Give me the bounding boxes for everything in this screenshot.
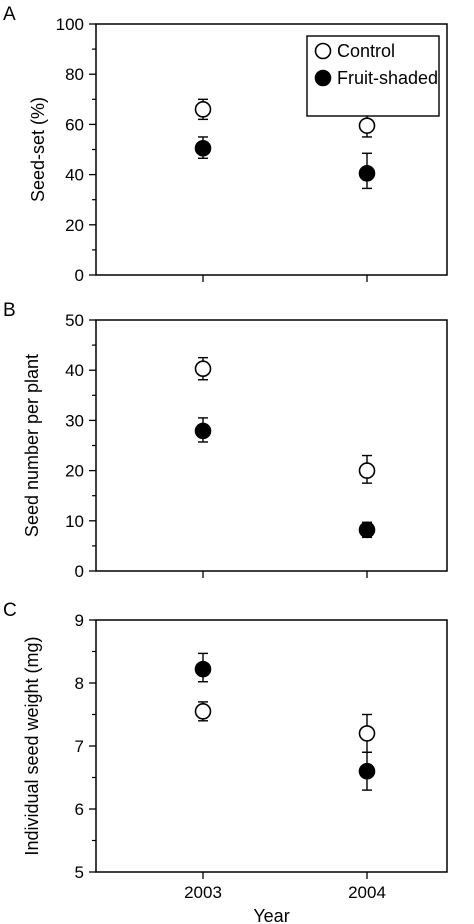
y-tick-label: 30	[65, 411, 84, 430]
y-tick-label: 100	[56, 15, 84, 34]
data-point-fruit-shaded	[358, 521, 376, 539]
plot-frame	[95, 619, 448, 873]
panel-letter: A	[3, 4, 16, 25]
y-axis-title: Individual seed weight (mg)	[22, 636, 42, 855]
y-tick-label: 10	[65, 512, 84, 531]
y-tick-label: 50	[65, 311, 84, 330]
plot-frame	[95, 319, 448, 572]
x-axis-title: Year	[253, 906, 289, 924]
y-tick-label: 20	[65, 216, 84, 235]
data-point-control	[194, 101, 212, 118]
y-tick-label: 7	[75, 737, 84, 756]
x-tick-label: 2003	[184, 883, 222, 902]
legend-marker-open	[314, 42, 332, 60]
data-point-fruit-shaded	[358, 762, 376, 780]
data-point-fruit-shaded	[194, 139, 212, 157]
y-tick-label: 8	[75, 674, 84, 693]
legend-label: Fruit-shaded	[337, 68, 438, 88]
data-point-fruit-shaded	[194, 422, 212, 440]
legend-label: Control	[337, 41, 395, 61]
chart-panel-b: B 0 10 20 30 40 50 Seed number per plant	[3, 300, 448, 581]
chart-panel-a: A 0 20 40 60 80 100 Seed-set (%) Control Fruit-sh…	[3, 4, 448, 285]
y-axis-title: Seed number per plant	[22, 354, 42, 537]
y-tick-label: 60	[65, 115, 84, 134]
data-point-control	[358, 725, 376, 742]
y-tick-label: 20	[65, 462, 84, 481]
data-point-control	[358, 462, 376, 479]
data-point-control	[358, 117, 376, 134]
legend-marker-filled	[314, 69, 332, 87]
y-tick-label: 40	[65, 361, 84, 380]
y-tick-label: 0	[75, 562, 84, 581]
chart-panel-c: C 5 6 7 8 9 Individual seed weight (mg) 2003 200…	[3, 600, 448, 924]
panel-letter: C	[3, 600, 17, 621]
y-axis-title: Seed-set (%)	[28, 97, 48, 202]
data-point-fruit-shaded	[358, 165, 376, 182]
data-point-control	[194, 703, 212, 720]
y-tick-label: 9	[75, 611, 84, 630]
legend: Control Fruit-shaded	[306, 35, 440, 117]
y-tick-label: 5	[75, 863, 84, 882]
x-tick-label: 2004	[348, 883, 386, 902]
y-tick-label: 6	[75, 800, 84, 819]
panel-letter: B	[3, 300, 16, 321]
y-tick-label: 40	[65, 166, 84, 185]
data-point-fruit-shaded	[194, 660, 212, 678]
y-tick-label: 0	[75, 266, 84, 285]
y-tick-label: 80	[65, 65, 84, 84]
data-point-control	[194, 360, 212, 377]
